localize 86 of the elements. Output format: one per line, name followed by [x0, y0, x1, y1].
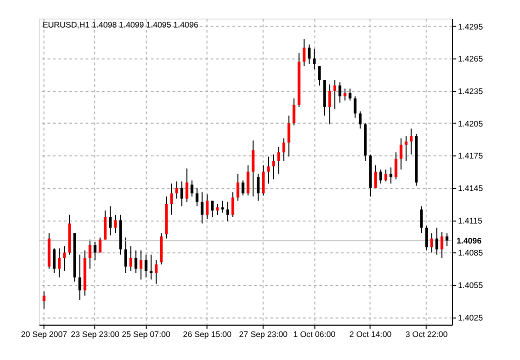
candlestick	[446, 232, 448, 247]
candlestick	[94, 241, 96, 261]
x-tick-label: 25 Sep 07:00	[122, 330, 171, 340]
x-tick-label: 2 Oct 14:00	[349, 330, 392, 340]
y-tick-label: 1.4145	[458, 184, 484, 194]
candlestick	[231, 192, 234, 218]
candlestick	[252, 140, 255, 197]
x-tick-label: 27 Sep 23:00	[239, 330, 288, 340]
candlestick	[52, 248, 56, 274]
candlestick	[78, 254, 82, 300]
y-tick-label: 1.4265	[458, 54, 484, 64]
candlestick	[328, 84, 332, 125]
candlestick	[394, 152, 398, 180]
candlestick	[272, 154, 275, 180]
candlestick	[170, 183, 173, 216]
candlestick	[129, 246, 132, 272]
y-tick-label: 1.4055	[458, 281, 484, 290]
candlestick	[221, 200, 224, 214]
candlestick	[104, 210, 107, 240]
x-tick-label: 1 Oct 06:00	[293, 330, 336, 340]
candlestick	[114, 214, 117, 234]
x-tick-label: 20 Sep 2007	[20, 330, 68, 340]
candlestick	[206, 194, 209, 220]
candlestick	[374, 164, 377, 188]
candlestick	[242, 180, 244, 196]
candlestick	[435, 227, 438, 256]
candlestick	[140, 250, 142, 280]
y-tick-label: 1.4025	[458, 313, 484, 322]
candlestick	[308, 44, 311, 64]
candlestick	[196, 187, 198, 207]
candlestick	[277, 146, 280, 174]
ref-line-label: 1.4096	[456, 236, 482, 246]
candlestick	[379, 169, 382, 184]
candlestick	[410, 128, 413, 155]
y-tick-label: 1.4115	[458, 216, 483, 226]
y-tick-label: 1.4085	[458, 248, 484, 258]
candlestick	[354, 96, 357, 118]
candlestick	[58, 248, 61, 278]
candlestick	[154, 260, 158, 284]
candlestick	[216, 204, 219, 216]
candlestick	[384, 169, 388, 182]
candlestick	[318, 66, 321, 86]
candlestick	[348, 88, 352, 101]
candlestick	[262, 164, 265, 196]
candlestick	[236, 173, 240, 202]
y-tick-label: 1.4235	[458, 87, 484, 96]
candlestick	[200, 192, 204, 224]
y-tick-label: 1.4175	[458, 152, 484, 161]
candlestick	[180, 180, 184, 207]
candlestick	[185, 168, 188, 202]
candlestick	[63, 246, 66, 272]
candlestick	[338, 82, 342, 104]
candlestick	[88, 239, 92, 270]
candlestick	[312, 48, 316, 70]
candlestick	[42, 290, 46, 310]
candlestick	[134, 250, 138, 274]
candlestick	[292, 98, 296, 126]
candlestick	[282, 138, 286, 162]
chart-title: EURUSD,H1 1.4098 1.4099 1.4095 1.4096	[42, 20, 199, 30]
x-tick-label: 26 Sep 15:00	[183, 330, 232, 340]
candlestick	[190, 180, 194, 197]
candlestick	[425, 225, 428, 251]
candlestick	[430, 232, 434, 254]
candlestick	[333, 80, 336, 110]
candlestick	[302, 38, 306, 66]
candlestick	[246, 164, 250, 196]
candlestick	[210, 200, 214, 218]
candlestick	[420, 206, 423, 234]
candlestick	[267, 156, 270, 184]
candlestick	[358, 110, 362, 130]
candlestick	[344, 88, 346, 101]
candlestick	[108, 206, 112, 236]
candlestick	[226, 201, 230, 222]
candlestick	[287, 115, 290, 158]
y-tick-label: 1.4205	[458, 119, 484, 128]
candlestick	[440, 232, 444, 258]
candlestick	[400, 138, 402, 170]
x-tick-label: 3 Oct 22:00	[406, 330, 448, 340]
candlestick	[98, 237, 102, 254]
y-tick-label: 1.4295	[458, 22, 484, 32]
x-tick-label: 23 Sep 23:00	[70, 330, 120, 340]
candlestick	[175, 180, 178, 200]
candlestick	[144, 254, 148, 278]
candlestick	[256, 173, 260, 202]
candlestick	[404, 136, 408, 162]
candlestick	[124, 237, 128, 274]
